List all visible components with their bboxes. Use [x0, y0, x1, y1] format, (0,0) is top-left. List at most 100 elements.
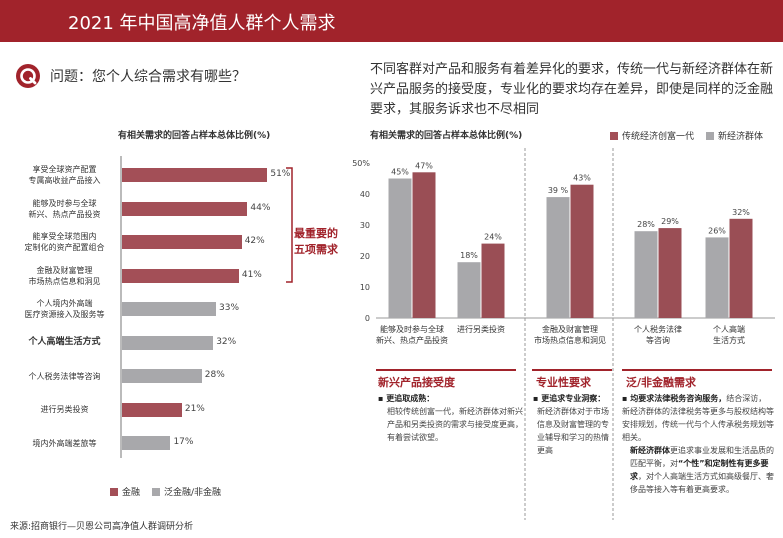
left-category-label-line: 市场热点信息和洞见 [28, 276, 101, 286]
left-bar-value: 44% [250, 202, 271, 213]
callout-line1: 最重要的 [294, 227, 338, 240]
left-category-label-line: 进行另类投资 [40, 405, 89, 414]
right-bar-new_economy [481, 243, 505, 318]
left-category-label: 金融及财富管理 市场热点信息和洞见 [12, 265, 117, 287]
right-category-label: 金融及财富管理 [542, 324, 598, 334]
section-2-rule [532, 369, 612, 371]
callout-line2: 五项需求 [294, 243, 338, 256]
section-3-para-2-text-a: 更追求事业发展和生活品质的匹配平衡，对 [630, 446, 774, 468]
left-category-label-line: 个人税务法律等咨询 [28, 371, 101, 381]
left-bar [122, 436, 171, 450]
right-bar-value: 28% [637, 220, 655, 229]
section-3-title: 泛/非金融需求 [626, 376, 697, 389]
section-1-rule [376, 369, 516, 371]
left-bar [122, 235, 242, 249]
legend-new-economy-swatch [706, 131, 714, 140]
section-3-para-2-lead: 新经济群体 [630, 446, 670, 455]
page-title: 2021 年中国高净值人群个人需求 [68, 13, 336, 34]
right-bar-value: 39 % [548, 186, 569, 195]
left-bar [122, 268, 239, 283]
section-2-body: ▪ 更追求专业洞察： 新经济群体对于市场信息及财富管理的专业辅导和学习的热情更高 [533, 392, 615, 457]
section-2-text: 新经济群体对于市场信息及财富管理的专业辅导和学习的热情更高 [537, 407, 609, 455]
left-bar-value: 21% [184, 403, 205, 414]
section-1-text: 相较传统创富一代，新经济群体对新兴产品和另类投资的需求与接受度更高，有着尝试欲望… [387, 407, 523, 442]
right-category-label: 新兴、热点产品投资 [376, 335, 448, 345]
right-y-tick-label: 10 [360, 283, 370, 292]
legend-traditional-swatch [610, 131, 618, 140]
right-bar-new_economy [412, 172, 436, 318]
right-y-tick-label: 40 [360, 190, 370, 199]
right-bar-value: 18% [460, 251, 478, 260]
legend-finance-swatch [110, 487, 118, 496]
section-3-para-1: ▪ 均要求法律税务咨询服务，结合深访，新经济群体的法律税务等更多与股权结构等安排… [622, 392, 774, 444]
left-bar-value: 28% [204, 370, 225, 380]
left-category-label: 能享受全球范围内 定制化的资产配置组合 [12, 231, 117, 253]
right-bar-traditional [634, 231, 658, 318]
left-bar-value: 51% [270, 169, 291, 179]
legend-new-economy-label: 新经济群体 [718, 132, 764, 142]
left-bar-value: 32% [216, 336, 237, 347]
right-category-label: 生活方式 [713, 335, 745, 345]
source-note: 来源:招商银行—贝恩公司高净值人群调研分析 [10, 522, 194, 532]
section-2-title: 专业性要求 [536, 376, 591, 389]
section-3-para-1-lead: ▪ 均要求法律税务咨询服务， [622, 394, 727, 403]
left-category-label: 个人境内外高端 医疗资源接入及服务等 [12, 298, 117, 320]
left-bar-value: 33% [219, 303, 240, 313]
left-category-label-line: 境内外高端差旅等 [32, 438, 97, 448]
question-text: 问题：您个人综合需求有哪些？ [50, 69, 246, 85]
right-bar-new_economy [570, 184, 594, 318]
right-bar-value: 32% [732, 208, 750, 217]
left-category-label-line: 定制化的资产配置组合 [24, 243, 105, 252]
right-y-tick-label: 20 [360, 252, 370, 261]
left-category-label: 进行另类投资 [12, 404, 117, 415]
legend-new-economy: 新经济群体 [706, 129, 763, 142]
section-3-para-2-emphasis: “个性”和定制性有更多要求 [630, 459, 769, 481]
section-2-subtitle: ▪ 更追求专业洞察： [533, 394, 606, 403]
right-category-label: 等咨询 [646, 335, 670, 345]
left-bar [122, 402, 182, 417]
left-category-label-line: 个人高端生活方式 [28, 337, 101, 347]
section-3-rule [622, 369, 772, 371]
left-category-label: 个人税务法律等咨询 [12, 371, 117, 382]
right-category-label: 个人税务法律 [634, 324, 682, 334]
left-category-label-line: 能够及时参与全球 [32, 198, 97, 208]
header-bar: 2021 年中国高净值人群个人需求 [0, 0, 783, 42]
callout-text: 最重要的 五项需求 [294, 226, 338, 258]
legend-nonfinance-swatch [152, 487, 160, 496]
right-bar-new_economy [658, 228, 682, 318]
left-bar [122, 369, 202, 383]
right-bar-traditional [705, 237, 729, 318]
left-category-label-line: 能享受全球范围内 [32, 232, 97, 241]
legend-nonfinance: 泛金融/非金融 [152, 485, 221, 498]
right-category-label: 个人高端 [713, 324, 745, 334]
section-1-subtitle: ▪ 更追取成熟： [378, 394, 435, 403]
section-1-title: 新兴产品接受度 [378, 376, 455, 389]
legend-finance-label: 金融 [122, 488, 141, 498]
legend-traditional-label: 传统经济创富一代 [622, 132, 695, 142]
right-bar-value: 45% [391, 168, 409, 177]
section-3-body: ▪ 均要求法律税务咨询服务，结合深访，新经济群体的法律税务等更多与股权结构等安排… [622, 392, 774, 496]
right-chart-title: 有相关需求的回答占样本总体比例(%) [370, 131, 523, 141]
left-category-label-line: 享受全球资产配置 [32, 165, 97, 174]
section-3-para-2: 新经济群体更追求事业发展和生活品质的匹配平衡，对“个性”和定制性有更多要求，对个… [622, 444, 774, 496]
left-bar-value: 41% [241, 269, 262, 280]
right-y-tick-label: 50% [352, 159, 370, 168]
left-bar-value: 42% [244, 236, 265, 246]
right-y-tick-label: 0 [365, 314, 370, 323]
legend-nonfinance-label: 泛金融/非金融 [164, 488, 222, 498]
left-bar [122, 168, 268, 182]
left-category-label-line: 新兴、热点产品投资 [28, 209, 101, 219]
right-category-label: 市场热点信息和洞见 [534, 335, 606, 345]
left-bar [122, 302, 217, 316]
right-category-label: 能够及时参与全球 [380, 324, 444, 334]
question-q-icon [16, 64, 40, 88]
right-category-label: 进行另类投资 [457, 324, 505, 334]
right-bar-traditional [546, 197, 570, 318]
right-bar-value: 47% [415, 161, 433, 170]
left-category-label-line: 金融及财富管理 [36, 265, 93, 275]
left-category-label: 享受全球资产配置 专属高收益产品接入 [12, 164, 117, 186]
left-bar [122, 201, 248, 216]
right-bar-value: 43% [573, 174, 591, 183]
right-bar-value: 26% [708, 226, 726, 235]
left-category-label-line: 专属高收益产品接入 [28, 176, 101, 185]
